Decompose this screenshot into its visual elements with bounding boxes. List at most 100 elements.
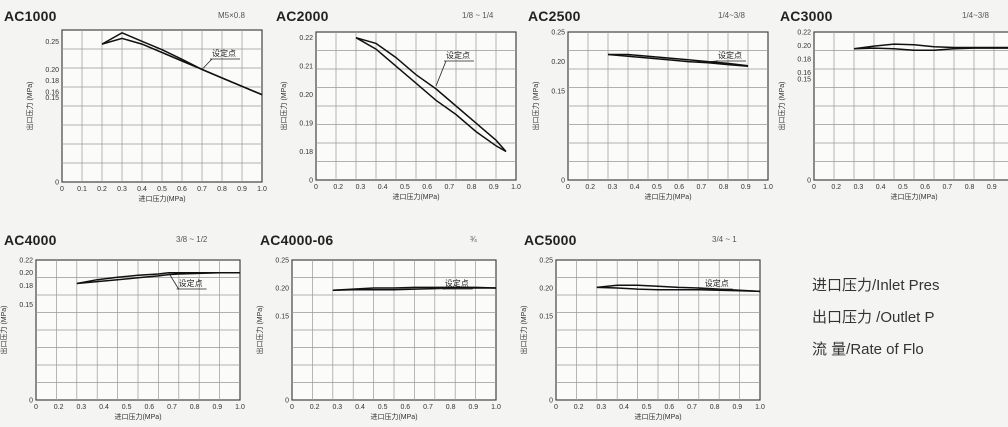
y-tick-label: 0.16 xyxy=(797,70,811,77)
series-line xyxy=(596,286,761,293)
x-tick-label: 0.8 xyxy=(719,184,729,191)
x-tick-label: 0 xyxy=(290,404,294,411)
x-tick-label: 0.7 xyxy=(942,184,952,191)
port-size: 1/4~3/8 xyxy=(718,11,745,20)
y-axis-label: 出口压力 (MPa) xyxy=(519,306,528,355)
chart-title: AC2500 xyxy=(528,8,581,24)
x-tick-label: 0.9 xyxy=(732,404,742,411)
y-tick-label: 0.20 xyxy=(539,286,553,293)
x-tick-label: 1.0 xyxy=(755,404,765,411)
set-point-label: 设定点 xyxy=(445,278,469,288)
series-line xyxy=(355,36,507,152)
chart-ac5000: AC5000 3/4 ~ 1 0 0.2 0.3 0.4 0.5 0.6 0.7 0.8 0.9 1.… xyxy=(519,232,768,427)
chart-svg: 0 0.1 0.2 0.3 0.4 0.5 0.6 0.7 0.8 0.9 1.0 0.25 0.20 0… xyxy=(25,29,267,203)
x-tick-label: 0.7 xyxy=(197,186,207,193)
x-tick-label: 0.1 xyxy=(77,186,87,193)
x-tick-label: 0.5 xyxy=(400,184,410,191)
x-tick-label: 0.2 xyxy=(97,186,107,193)
y-tick-label: 0.25 xyxy=(551,30,565,37)
legend: 进口压力/Inlet Pres 出口压力 /Outlet P 流 量/Rate … xyxy=(812,270,1008,366)
x-tick-label: 0.5 xyxy=(122,404,132,411)
y-tick-label: 0.15 xyxy=(275,314,289,321)
x-tick-label: 0.9 xyxy=(741,184,751,191)
x-axis-label: 进口压力(MPa) xyxy=(138,194,185,203)
y-tick-label: 0.20 xyxy=(551,59,565,66)
y-tick-label: 0.25 xyxy=(45,39,59,46)
x-tick-label: 0.5 xyxy=(378,404,388,411)
x-tick-label: 0.3 xyxy=(356,184,366,191)
port-size: ¾ xyxy=(470,235,477,244)
y-tick-label: 0.25 xyxy=(275,258,289,265)
x-tick-label: 0.8 xyxy=(467,184,477,191)
y-tick-label: 0.20 xyxy=(275,286,289,293)
x-tick-label: 0.7 xyxy=(444,184,454,191)
y-tick-label: 0.20 xyxy=(797,43,811,50)
y-tick-label: 0.15 xyxy=(539,314,553,321)
series-line xyxy=(332,287,496,291)
y-tick-label: 0.18 xyxy=(797,56,811,63)
x-tick-label: 0.4 xyxy=(99,404,109,411)
chart-ac4000-06: AC4000-06 ¾ 0 0.2 0.3 0.4 0.5 0.6 0.7 0.8 0.9 1.0 0.… xyxy=(255,232,504,427)
x-tick-label: 0.9 xyxy=(468,404,478,411)
chart-ac3000: AC30001/4~3/800.20.30.40.50.60.70.80.91.… xyxy=(777,8,1008,208)
y-tick-label: 0 xyxy=(549,398,553,405)
x-tick-label: 0.4 xyxy=(630,184,640,191)
chart-title: AC2000 xyxy=(276,8,329,24)
x-tick-label: 0.3 xyxy=(117,186,127,193)
set-point-leader xyxy=(168,272,179,290)
y-tick-label: 0.20 xyxy=(19,270,33,277)
chart-title: AC4000-06 xyxy=(260,232,334,248)
chart-ac1000: AC1000 M5×0.8 0 0.1 0.2 0.3 0.4 0.5 0.6 0.7 0.8 0.9… xyxy=(4,8,267,208)
x-tick-label: 0.2 xyxy=(54,404,64,411)
x-tick-label: 0.8 xyxy=(190,404,200,411)
x-tick-label: 0.6 xyxy=(400,404,410,411)
x-tick-label: 0.3 xyxy=(76,404,86,411)
x-tick-label: 0.5 xyxy=(642,404,652,411)
x-axis-label: 进口压力(MPa) xyxy=(370,412,417,421)
series-line xyxy=(853,47,1008,51)
series-line xyxy=(608,53,749,67)
y-tick-label: 0.21 xyxy=(299,64,313,71)
x-tick-label: 1.0 xyxy=(235,404,245,411)
x-tick-label: 0 xyxy=(314,184,318,191)
x-axis-label: 进口压力(MPa) xyxy=(392,192,439,201)
y-tick-label: 0 xyxy=(309,178,313,185)
x-tick-label: 0.4 xyxy=(355,404,365,411)
x-tick-label: 0 xyxy=(554,404,558,411)
y-tick-label: 0.22 xyxy=(19,258,33,265)
port-size: 3/4 ~ 1 xyxy=(712,235,737,244)
set-point-leader xyxy=(201,58,213,70)
x-tick-label: 0.4 xyxy=(378,184,388,191)
y-tick-label: 0.22 xyxy=(299,35,313,42)
y-tick-label: 0.15 xyxy=(797,77,811,84)
port-size: 1/8 ~ 1/4 xyxy=(462,11,494,20)
chart-title: AC1000 xyxy=(4,8,57,24)
x-tick-label: 0.2 xyxy=(831,184,841,191)
x-tick-label: 0.9 xyxy=(237,186,247,193)
x-tick-label: 0.2 xyxy=(333,184,343,191)
chart-svg: 0 0.2 0.3 0.4 0.5 0.6 0.7 0.8 0.9 1.0 0.25 0.20 0.15… xyxy=(255,258,501,422)
x-tick-label: 1.0 xyxy=(257,186,267,193)
x-tick-label: 0.2 xyxy=(585,184,595,191)
y-tick-label: 0.22 xyxy=(797,30,811,37)
x-tick-label: 0.8 xyxy=(446,404,456,411)
x-tick-label: 0.6 xyxy=(177,186,187,193)
y-tick-label: 0.19 xyxy=(299,121,313,128)
series-line xyxy=(607,53,749,68)
y-axis-label: 出口压力 (MPa) xyxy=(531,82,540,131)
x-axis-label: 进口压力(MPa) xyxy=(114,412,161,421)
y-tick-label: 0 xyxy=(561,178,565,185)
chart-ac2500: AC2500 1/4~3/8 0 0.2 0.3 0.4 0.5 0.6 0.7 0.8 0.9 1.… xyxy=(528,8,773,208)
x-tick-label: 1.0 xyxy=(491,404,501,411)
x-tick-label: 1.0 xyxy=(763,184,773,191)
y-axis-label: 出口压力 (MPa) xyxy=(0,306,8,355)
legend-inlet: 进口压力/Inlet Pres xyxy=(812,277,940,294)
y-tick-label: 0.25 xyxy=(539,258,553,265)
chart-ac4000: AC4000 3/8 ~ 1/2 0 0.2 0.3 0.4 0.5 0.6 0.7 0.8 0.9… xyxy=(0,232,248,427)
chart-title: AC5000 xyxy=(524,232,577,248)
y-tick-label: 0.20 xyxy=(45,67,59,74)
legend-outlet: 出口压力 /Outlet P xyxy=(812,309,935,326)
y-tick-label: 0.18 xyxy=(45,78,59,85)
port-size: 1/4~3/8 xyxy=(962,11,989,20)
x-tick-label: 0.3 xyxy=(596,404,606,411)
